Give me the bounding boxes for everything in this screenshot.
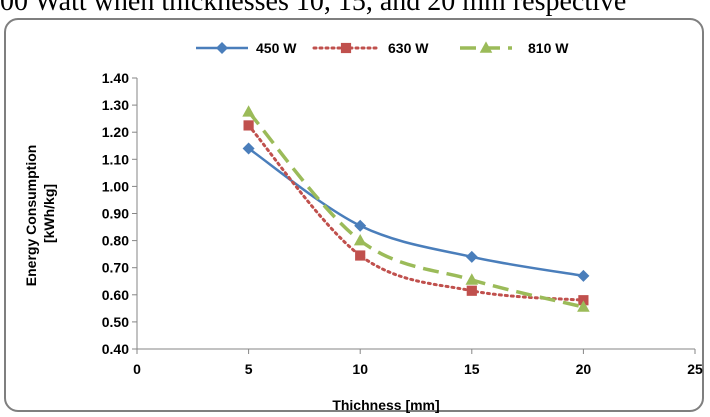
x-tick-label: 5 <box>245 361 253 377</box>
y-tick-label: 0.70 <box>102 260 129 276</box>
y-tick-label: 1.00 <box>102 178 129 194</box>
legend-marker <box>479 41 493 53</box>
x-tick-label: 10 <box>352 361 368 377</box>
y-axis: 0.40 0.50 0.60 0.70 0.80 0.90 1.00 1.10 1.20 1.30… <box>102 70 138 357</box>
x-axis-title: Thichness [mm] <box>332 397 439 413</box>
x-tick-label: 20 <box>576 361 592 377</box>
data-point <box>243 120 254 131</box>
data-point <box>577 300 590 312</box>
legend: 450 W 630 W 810 W <box>196 40 569 56</box>
legend-label: 450 W <box>256 40 297 56</box>
y-tick-label: 1.20 <box>102 124 129 140</box>
x-tick-label: 15 <box>464 361 480 377</box>
series-line <box>247 123 585 302</box>
legend-entry: 810 W <box>460 40 569 56</box>
y-axis-title: Energy Consumption [kWh/kg] <box>23 141 57 286</box>
data-point <box>465 250 478 263</box>
data-point <box>242 105 255 117</box>
data-point <box>353 234 367 246</box>
data-point <box>466 285 477 296</box>
series-630-w <box>243 120 589 306</box>
y-tick-label: 1.30 <box>102 97 129 113</box>
data-point <box>465 273 479 285</box>
y-tick-label: 0.40 <box>102 341 129 357</box>
data-point <box>242 142 255 155</box>
legend-marker <box>340 42 352 54</box>
legend-entry: 450 W <box>196 40 297 56</box>
series-450-w <box>242 142 590 282</box>
chart-frame <box>4 18 704 412</box>
legend-marker <box>216 42 228 54</box>
y-tick-label: 0.80 <box>102 233 129 249</box>
legend-label: 630 W <box>388 40 429 56</box>
x-tick-label: 25 <box>687 361 703 377</box>
caption-fragment: 00 Watt when thicknesses 10, 15, and 20 … <box>0 0 627 17</box>
series-layer <box>242 105 590 312</box>
series-line <box>247 147 584 278</box>
series-line <box>247 110 584 309</box>
series-810-w <box>242 105 590 312</box>
x-axis: 0 5 10 15 20 25 <box>133 348 703 377</box>
legend-label: 810 W <box>528 40 569 56</box>
data-point <box>355 250 366 261</box>
y-tick-label: 0.90 <box>102 206 129 222</box>
data-point <box>354 219 367 232</box>
y-tick-label: 0.60 <box>102 287 129 303</box>
y-axis-title-line-1: Energy Consumption <box>23 145 39 287</box>
y-tick-label: 1.10 <box>102 151 129 167</box>
x-tick-label: 0 <box>133 361 141 377</box>
legend-entry: 630 W <box>312 40 429 56</box>
data-point <box>578 295 589 306</box>
data-point <box>577 269 590 282</box>
y-tick-label: 0.50 <box>102 314 129 330</box>
y-axis-title-line-2: [kWh/kg] <box>41 184 57 243</box>
y-tick-label: 1.40 <box>102 70 129 86</box>
